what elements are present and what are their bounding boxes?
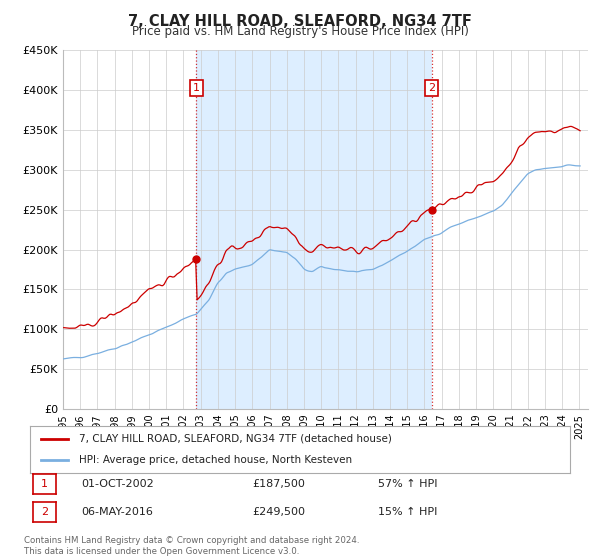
Text: 01-OCT-2002: 01-OCT-2002 [81,479,154,489]
Text: £187,500: £187,500 [252,479,305,489]
Text: 57% ↑ HPI: 57% ↑ HPI [378,479,437,489]
Text: £249,500: £249,500 [252,507,305,517]
Text: Price paid vs. HM Land Registry's House Price Index (HPI): Price paid vs. HM Land Registry's House … [131,25,469,38]
Text: Contains HM Land Registry data © Crown copyright and database right 2024.
This d: Contains HM Land Registry data © Crown c… [24,536,359,556]
Text: 15% ↑ HPI: 15% ↑ HPI [378,507,437,517]
Text: 1: 1 [41,479,48,489]
Bar [196,50,432,409]
Text: HPI: Average price, detached house, North Kesteven: HPI: Average price, detached house, Nort… [79,455,352,465]
Text: 2: 2 [428,83,435,93]
Text: 06-MAY-2016: 06-MAY-2016 [81,507,153,517]
Text: 2: 2 [41,507,48,517]
Text: 7, CLAY HILL ROAD, SLEAFORD, NG34 7TF: 7, CLAY HILL ROAD, SLEAFORD, NG34 7TF [128,14,472,29]
Text: 1: 1 [193,83,200,93]
Text: 7, CLAY HILL ROAD, SLEAFORD, NG34 7TF (detached house): 7, CLAY HILL ROAD, SLEAFORD, NG34 7TF (d… [79,434,391,444]
